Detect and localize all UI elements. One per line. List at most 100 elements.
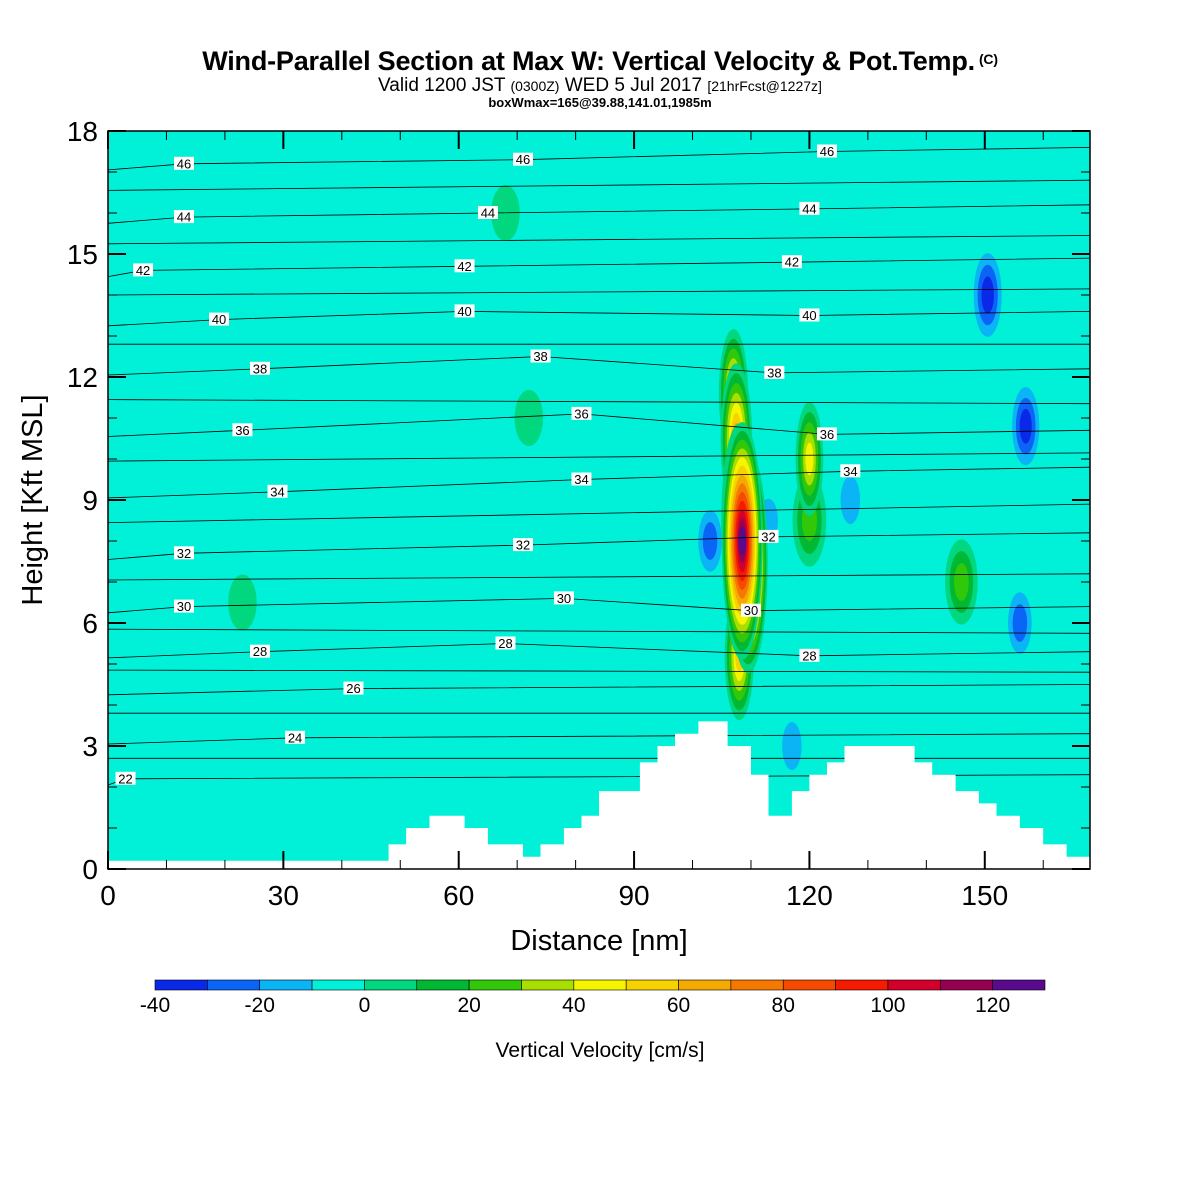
isentrope-label: 46 (513, 152, 534, 167)
colorbar-tick-label: 60 (667, 994, 690, 1017)
colorbar-swatch (939, 979, 993, 991)
isentrope-label-bg (232, 423, 253, 437)
isentrope-label: 24 (285, 730, 306, 745)
valid-utc: (0300Z) (510, 78, 560, 94)
x-tick-label: 150 (961, 880, 1008, 911)
isentrope-label-bg (477, 206, 498, 219)
isentrope-label-bg (799, 201, 820, 215)
colorbar-swatch (782, 979, 836, 991)
colorbar: -40 -20 0 20 40 60 80 100 120 Vertical Velocity [… (140, 979, 1046, 1062)
isentrope-label-text: 46 (177, 156, 191, 171)
isentrope-line (108, 573, 1090, 581)
isentrope-label-bg (115, 771, 136, 785)
velocity-cell (805, 442, 814, 476)
isentrope-label-text: 34 (270, 484, 284, 499)
colorbar-tick-label: 40 (562, 994, 585, 1017)
isentrope-label: 38 (249, 361, 270, 376)
isentrope-label-text: 30 (177, 599, 191, 614)
chart-title-text: Wind-Parallel Section at Max W: Vertical… (202, 46, 975, 76)
valid-date: WED 5 Jul 2017 (564, 75, 703, 96)
velocity-cell (981, 276, 994, 314)
colorbar-swatch (521, 979, 575, 991)
colorbar-tick-label: -20 (245, 994, 275, 1017)
isentrope-line (108, 399, 1090, 405)
colorbar-tick-label: 100 (870, 994, 905, 1017)
isentrope-label-text: 38 (533, 349, 547, 364)
isentrope-label: 36 (232, 423, 253, 438)
isentrope-label-bg (740, 603, 761, 617)
y-tick-label: 3 (82, 731, 98, 762)
isentrope-label-bg (173, 210, 194, 224)
colorbar-swatch (154, 979, 208, 991)
isentrope-label-bg (816, 144, 837, 158)
y-tick-label: 18 (67, 116, 98, 147)
isentrope-label: 34 (571, 472, 592, 487)
isentrope-label-text: 30 (557, 591, 571, 606)
chart-title-block: Wind-Parallel Section at Max W: Vertical… (0, 44, 1200, 110)
colorbar-tick-label: -40 (140, 994, 170, 1017)
y-tick-label: 12 (67, 362, 98, 393)
velocity-cell (514, 389, 544, 447)
isentrope-label: 32 (758, 529, 779, 544)
isentrope-label-text: 44 (481, 206, 495, 221)
isentrope-label-text: 30 (744, 603, 758, 618)
colorbar-swatch (573, 979, 627, 991)
isentrope-label-text: 38 (767, 365, 781, 380)
isentrope-label-text: 46 (820, 144, 834, 159)
y-tick-label: 9 (82, 485, 98, 516)
x-axis-label: Distance [nm] (510, 925, 687, 957)
isentrope-label-text: 40 (802, 308, 816, 323)
isentrope-label-text: 28 (802, 648, 816, 663)
velocity-cell (1012, 604, 1028, 642)
isentrope-label: 38 (764, 365, 785, 380)
isentrope-label: 42 (133, 263, 154, 278)
isentrope-label-bg (173, 156, 194, 170)
isentrope-line (108, 179, 1090, 191)
colorbar-swatch (311, 979, 365, 991)
isentrope-label: 42 (781, 255, 802, 270)
colorbar-tick-label: 80 (772, 994, 795, 1017)
isentrope-label-text: 32 (516, 538, 530, 553)
isentrope-label-bg (816, 427, 837, 441)
isentrope-label: 46 (173, 156, 194, 171)
isentrope-label-text: 24 (288, 730, 302, 745)
isentrope-label-text: 44 (177, 210, 191, 225)
isentrope-label-text: 26 (346, 681, 360, 696)
velocity-cell (782, 722, 802, 770)
colorbar-swatch (625, 979, 679, 991)
isentrope-label-bg (513, 152, 534, 166)
colorbar-tick-label: 20 (457, 994, 480, 1017)
isentrope-label-text: 42 (457, 259, 471, 274)
box-wmax-info: boxWmax=165@39.88,141.01,1985m (488, 95, 712, 110)
isentrope-label-text: 42 (785, 255, 799, 270)
isentrope-label-text: 46 (516, 152, 530, 167)
colorbar-tick-label: 0 (359, 994, 371, 1017)
isentrope-label-bg (133, 263, 154, 277)
y-axis-label: Height [Kft MSL] (17, 394, 49, 605)
isentrope-label: 38 (530, 349, 551, 364)
colorbar-swatch (468, 979, 522, 991)
x-tick-label: 120 (786, 880, 833, 911)
isentrope-label-text: 42 (136, 263, 150, 278)
isentrope-label: 28 (495, 636, 516, 651)
isentrope-label-bg (454, 259, 475, 273)
isentrope-label: 28 (249, 644, 270, 659)
isentrope-label: 32 (173, 546, 194, 561)
isentrope-label-bg (840, 464, 861, 478)
valid-time: Valid 1200 JST (378, 75, 506, 96)
colorbar-swatch (259, 979, 313, 991)
isentrope-label-bg (249, 361, 270, 375)
forecast-info: [21hrFcst@1227z] (707, 78, 822, 94)
isentrope-label-text: 36 (574, 406, 588, 421)
isentrope-label-text: 28 (498, 636, 512, 651)
velocity-cell (738, 527, 747, 555)
velocity-cell (702, 522, 718, 560)
velocity-cell (954, 563, 969, 601)
colorbar-label: Vertical Velocity [cm/s] (496, 1039, 705, 1062)
isentrope-label-text: 22 (118, 771, 132, 786)
colorbar-swatch (730, 979, 784, 991)
isentrope-label-text: 40 (457, 304, 471, 319)
isentrope-label-bg (267, 484, 288, 498)
isentrope-label: 36 (571, 406, 592, 421)
